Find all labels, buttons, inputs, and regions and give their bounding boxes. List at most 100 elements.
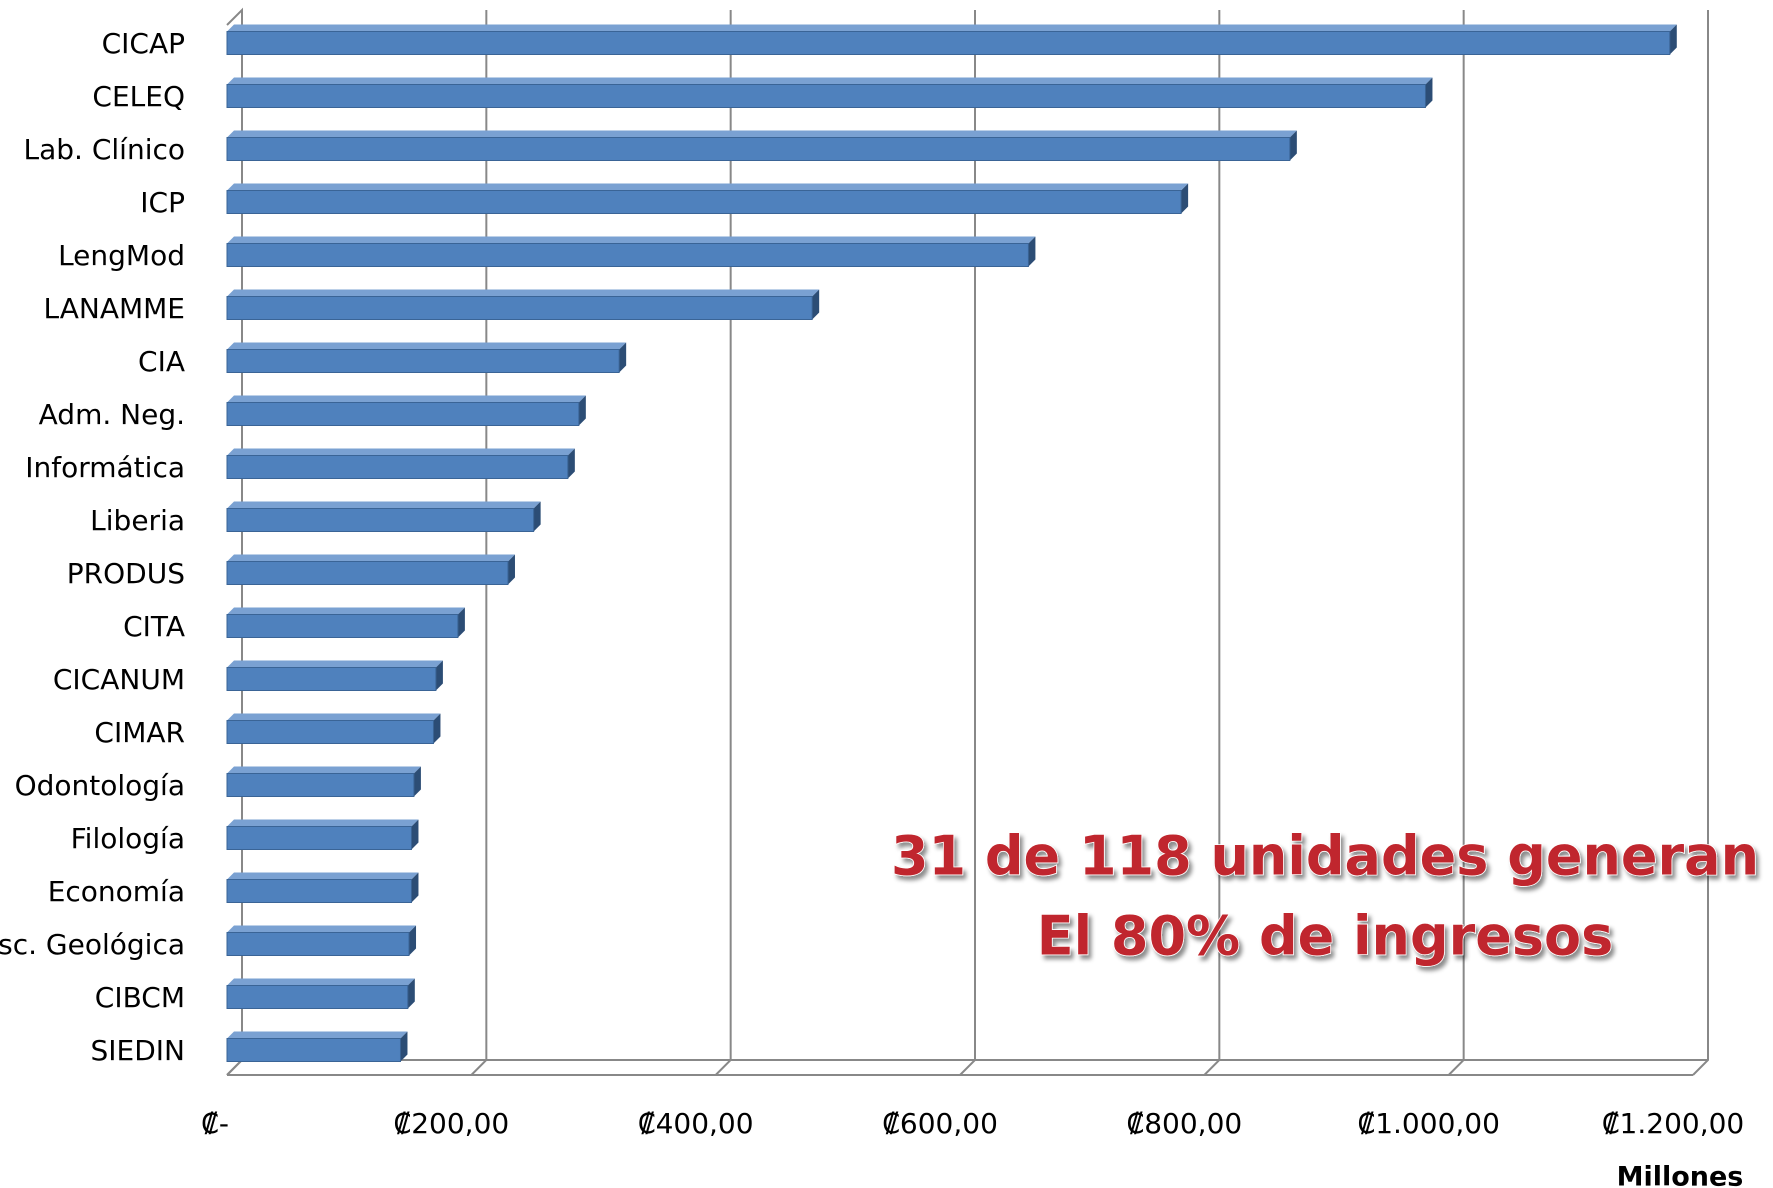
bar-side — [578, 395, 586, 426]
bar — [226, 243, 1029, 267]
bar — [226, 826, 412, 850]
bar-side — [533, 501, 541, 532]
bar-side — [1289, 130, 1297, 161]
bar-side — [507, 554, 515, 585]
bar-top — [227, 1031, 408, 1039]
bar-side — [812, 289, 820, 320]
x-tick-label: ₡800,00 — [1126, 1107, 1242, 1140]
grid-line — [1203, 10, 1221, 1076]
bars — [226, 24, 1677, 1062]
bar-top — [227, 925, 417, 933]
bar-side — [433, 713, 441, 744]
bar-side — [407, 978, 415, 1009]
y-tick-label: CIMAR — [94, 716, 185, 749]
bar-top — [227, 342, 627, 350]
bar-side — [400, 1031, 408, 1062]
y-tick-label: Odontología — [15, 769, 185, 802]
bar-top — [227, 183, 1189, 191]
labels: ₡- ₡200,00 ₡400,00 ₡600,00 ₡800,00 ₡1.000,00 ₡… — [0, 27, 1744, 1140]
bar — [226, 137, 1291, 161]
bar — [226, 614, 459, 638]
bar — [226, 349, 620, 373]
bar-top — [227, 713, 441, 721]
bar — [226, 879, 412, 903]
y-tick-label: Filología — [71, 822, 185, 855]
grid-line — [1447, 10, 1465, 1076]
bar-top — [227, 607, 465, 615]
x-axis-label: Millones — [1617, 1162, 1744, 1188]
bar-top — [227, 660, 443, 668]
bar-side — [1425, 77, 1433, 108]
bar-side — [1181, 183, 1189, 214]
y-tick-label: SIEDIN — [91, 1034, 186, 1067]
bar-top — [227, 289, 820, 297]
y-tick-label: Lab. Clínico — [24, 133, 186, 166]
y-tick-label: Liberia — [90, 504, 185, 537]
bar — [226, 667, 437, 691]
bar-top — [227, 448, 575, 456]
bar — [226, 932, 410, 956]
bar — [226, 296, 813, 320]
y-tick-label: CIBCM — [95, 981, 185, 1014]
bar-top — [227, 130, 1297, 138]
grid-line — [226, 10, 243, 1076]
bar — [226, 1038, 401, 1062]
grid-line — [470, 10, 488, 1076]
bar — [226, 190, 1182, 214]
bar-top — [227, 501, 541, 509]
bar-top — [227, 554, 515, 562]
bar — [226, 720, 434, 744]
annotation-line: 31 de 118 unidades generan — [891, 825, 1759, 888]
y-tick-label: ICP — [140, 186, 185, 219]
y-tick-label: PRODUS — [67, 557, 185, 590]
bar — [226, 508, 535, 532]
y-tick-label: CIA — [138, 345, 185, 378]
bar-top — [227, 24, 1677, 32]
bar-top — [227, 77, 1433, 85]
bar-side — [619, 342, 627, 373]
bar — [226, 84, 1426, 108]
bar-top — [227, 766, 421, 774]
grid — [226, 7, 1709, 1076]
bar-side — [1669, 24, 1677, 55]
bar-side — [457, 607, 465, 638]
x-tick-label: ₡1.200,00 — [1602, 1107, 1745, 1140]
x-tick-label: ₡1.000,00 — [1357, 1107, 1500, 1140]
y-tick-label: Economía — [48, 875, 185, 908]
grid-line — [714, 10, 732, 1076]
y-tick-label: Adm. Neg. — [39, 398, 185, 431]
y-tick-label: LANAMME — [43, 292, 185, 325]
bar — [226, 31, 1671, 55]
bar-side — [413, 766, 421, 797]
grid-line — [959, 10, 976, 1076]
bar — [226, 455, 569, 479]
annotation-line: El 80% de ingresos — [1037, 905, 1614, 968]
bar-side — [411, 872, 419, 903]
bar — [226, 773, 415, 797]
x-tick-label: ₡- — [201, 1107, 229, 1140]
y-tick-label: Informática — [25, 451, 185, 484]
y-tick-label: CELEQ — [92, 80, 185, 113]
x-tick-label: ₡400,00 — [638, 1107, 754, 1140]
x-tick-label: ₡200,00 — [393, 1107, 509, 1140]
bar — [226, 985, 409, 1009]
bar — [226, 561, 509, 585]
bar-top — [227, 395, 586, 403]
y-tick-label: Esc. Geológica — [0, 928, 185, 961]
bar — [226, 402, 580, 426]
bar-side — [1028, 236, 1036, 267]
bar-side — [435, 660, 443, 691]
wall — [226, 7, 243, 1076]
y-tick-label: CITA — [123, 610, 185, 643]
bar-top — [227, 978, 415, 986]
bar-side — [409, 925, 417, 956]
bar-top — [227, 872, 419, 880]
grid-line — [1692, 10, 1709, 1076]
x-tick-label: ₡600,00 — [882, 1107, 998, 1140]
y-tick-label: LengMod — [58, 239, 185, 272]
bar-side — [567, 448, 575, 479]
bar-top — [227, 819, 419, 827]
annotation: 31 de 118 unidades generan El 80% de ing… — [890, 824, 1760, 969]
